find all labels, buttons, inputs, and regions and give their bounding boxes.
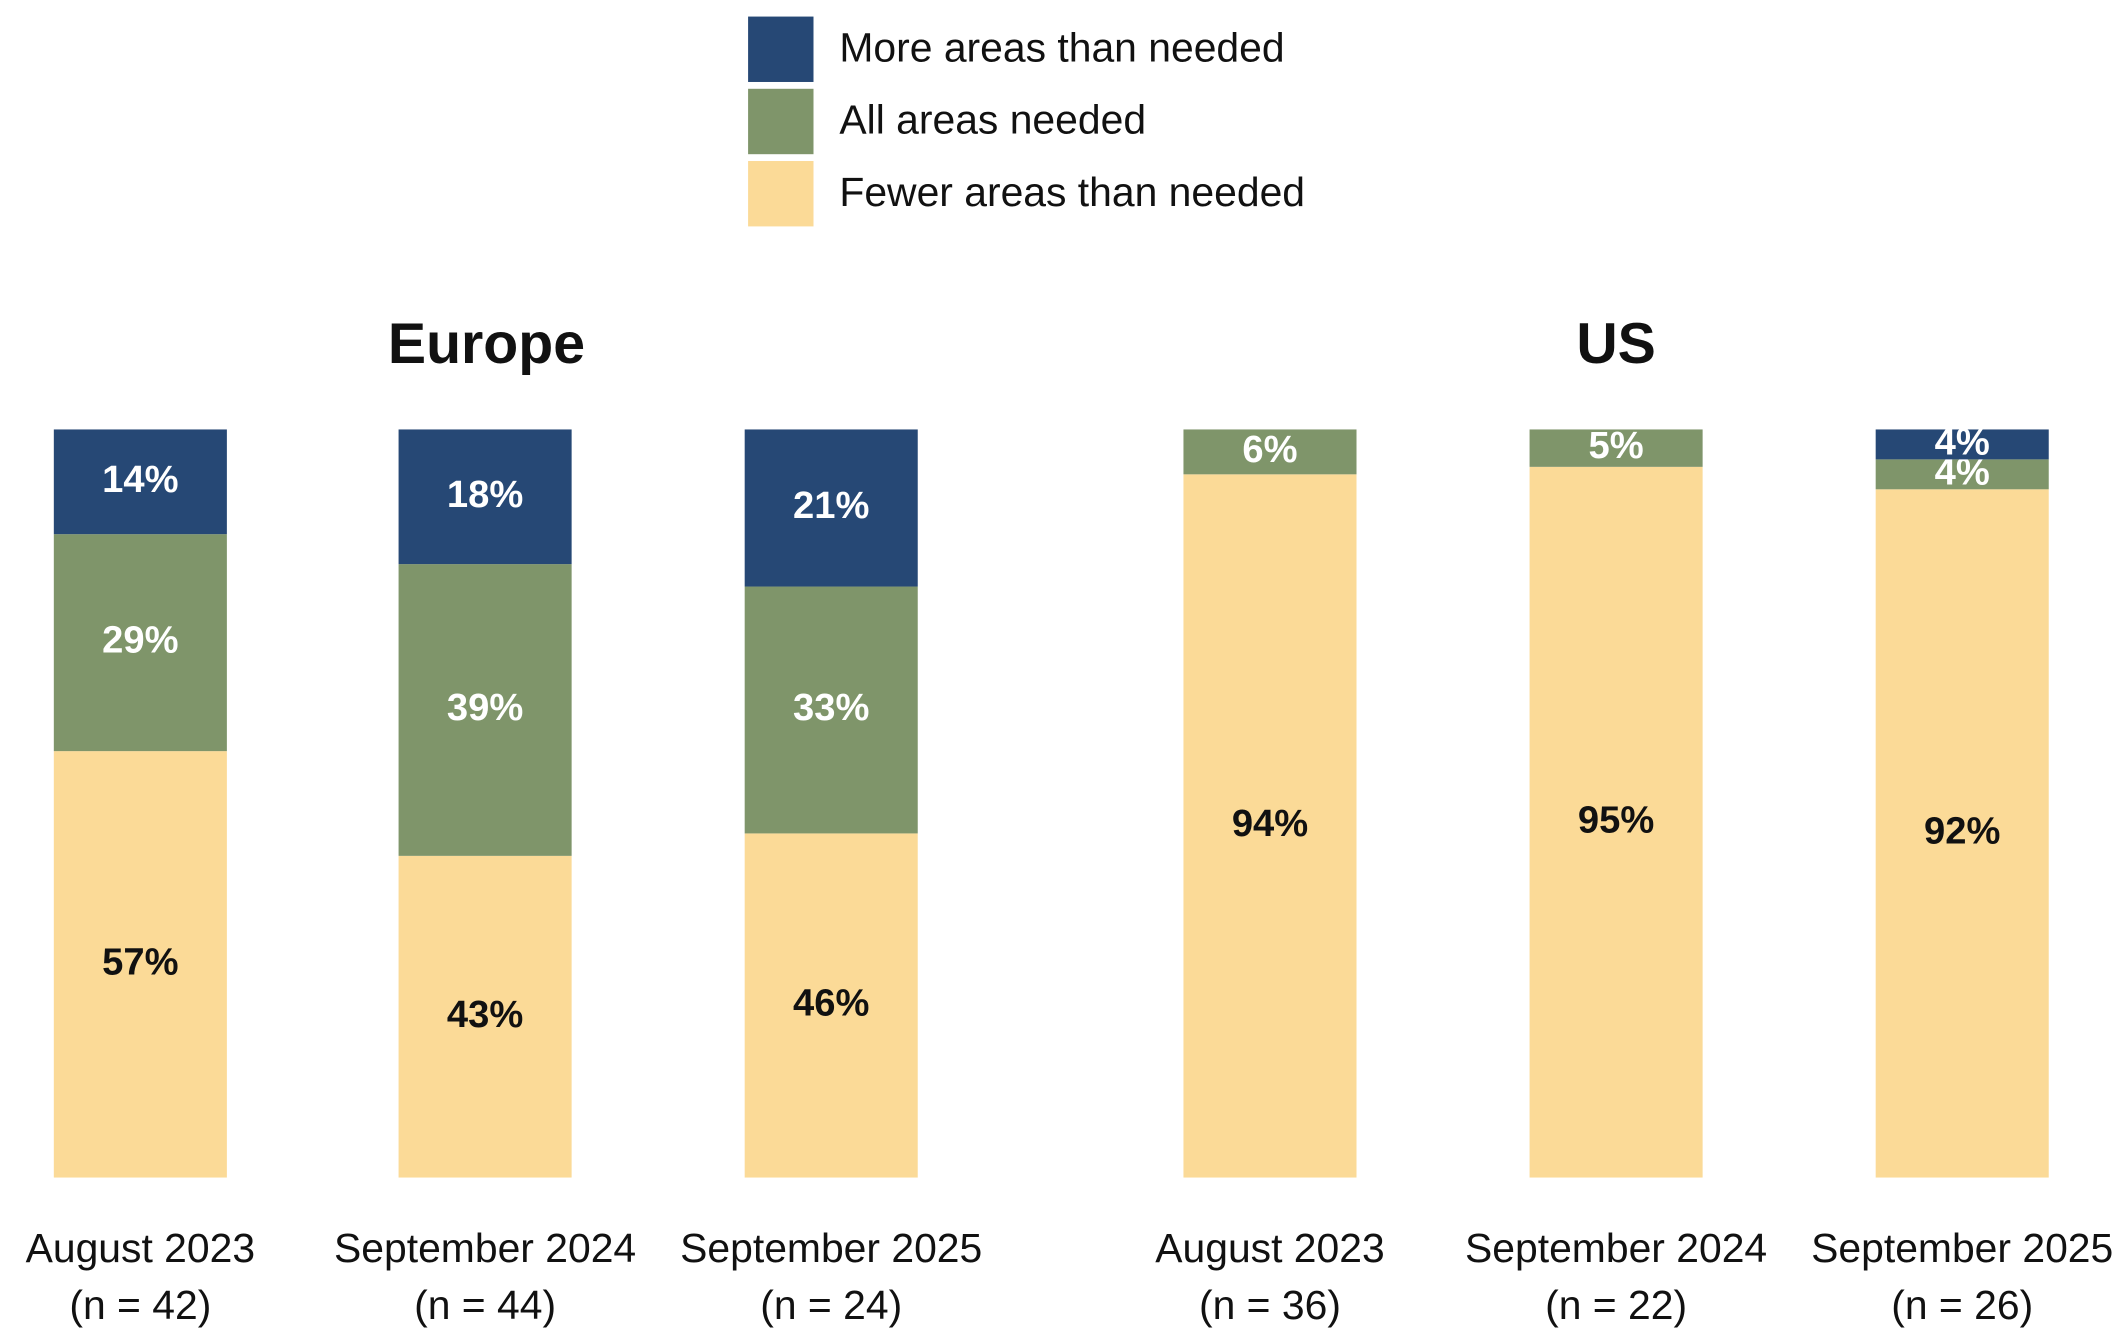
value-label: 33% [793, 686, 869, 729]
bar-segment [398, 855, 572, 1178]
value-label: 14% [102, 458, 178, 501]
bar-segment [398, 429, 572, 565]
x-tick-label: (n = 22) [1545, 1282, 1687, 1328]
x-tick-label: September 2025 [1811, 1225, 2113, 1271]
bar-segment [1875, 459, 2049, 490]
value-label: 29% [102, 619, 178, 662]
chart-title: Europe [388, 312, 585, 376]
x-tick-label: September 2024 [334, 1225, 636, 1271]
legend-swatch [748, 88, 814, 155]
value-label: 21% [793, 484, 869, 527]
value-label: 95% [1578, 798, 1654, 841]
value-label: 92% [1924, 809, 2000, 852]
bar-segment [1529, 429, 1703, 467]
value-label: 18% [447, 473, 523, 516]
legend-swatch [748, 161, 814, 227]
chart-title: US [1576, 312, 1655, 376]
x-tick-label: August 2023 [26, 1225, 255, 1271]
x-tick-label: (n = 26) [1891, 1282, 2033, 1328]
value-label: 6% [1242, 428, 1297, 471]
bar-segment [1183, 429, 1357, 475]
legend-swatch [748, 16, 814, 82]
x-tick-label: (n = 36) [1199, 1282, 1341, 1328]
x-tick-label: September 2024 [1465, 1225, 1767, 1271]
bar-segment [744, 833, 918, 1178]
legend-label: More areas than needed [839, 24, 1284, 70]
value-label: 39% [447, 686, 523, 729]
value-label: 43% [447, 993, 523, 1036]
x-tick-label: (n = 24) [760, 1282, 902, 1328]
bar-segment [744, 586, 918, 834]
x-tick-label: September 2025 [680, 1225, 982, 1271]
legend-label: All areas needed [839, 97, 1146, 143]
bar-segment [1529, 466, 1703, 1178]
bar-segment [1875, 429, 2049, 460]
value-label: 46% [793, 982, 869, 1025]
bar-segment [53, 751, 227, 1178]
value-label: 94% [1232, 802, 1308, 845]
bar-segment [53, 534, 227, 752]
bar-segment [744, 429, 918, 587]
value-label: 5% [1589, 424, 1644, 467]
x-tick-label: (n = 42) [69, 1282, 211, 1328]
x-tick-label: August 2023 [1155, 1225, 1384, 1271]
bar-segment [1183, 474, 1357, 1178]
legend-label: Fewer areas than needed [839, 169, 1305, 215]
value-label: 4% [1935, 420, 1990, 463]
bar-segment [53, 429, 227, 535]
bar-segment [1875, 489, 2049, 1178]
x-tick-label: (n = 44) [414, 1282, 556, 1328]
value-label: 57% [102, 940, 178, 983]
bar-segment [398, 564, 572, 856]
